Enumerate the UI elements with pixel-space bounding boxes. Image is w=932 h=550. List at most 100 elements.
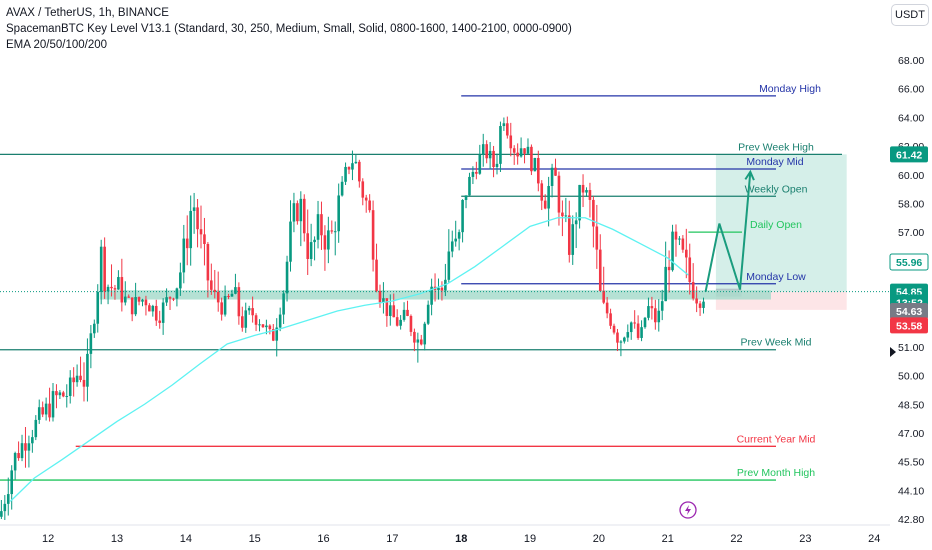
candle-body[interactable] xyxy=(378,291,382,303)
candle-body[interactable] xyxy=(595,226,599,250)
candle-body[interactable] xyxy=(567,215,571,255)
candle-body[interactable] xyxy=(447,251,451,280)
candle-body[interactable] xyxy=(337,195,340,232)
candle-body[interactable] xyxy=(454,238,458,242)
candle-body[interactable] xyxy=(13,453,17,471)
candle-body[interactable] xyxy=(389,305,392,316)
candle-body[interactable] xyxy=(99,246,103,292)
candle-body[interactable] xyxy=(309,242,313,260)
candle-body[interactable] xyxy=(574,220,578,225)
ema-line[interactable] xyxy=(9,217,689,502)
candle-body[interactable] xyxy=(698,303,702,308)
candle-body[interactable] xyxy=(48,403,51,418)
candle-body[interactable] xyxy=(179,272,182,289)
candle-body[interactable] xyxy=(327,230,330,250)
candle-body[interactable] xyxy=(547,185,550,209)
candle-body[interactable] xyxy=(392,305,396,318)
candle-body[interactable] xyxy=(347,166,351,170)
candle-body[interactable] xyxy=(351,163,354,170)
candle-body[interactable] xyxy=(6,494,10,504)
candle-body[interactable] xyxy=(265,325,268,328)
candle-body[interactable] xyxy=(34,419,38,438)
candle-body[interactable] xyxy=(509,135,513,149)
candle-body[interactable] xyxy=(110,286,113,289)
candle-body[interactable] xyxy=(120,277,124,303)
candle-body[interactable] xyxy=(130,297,134,315)
candle-body[interactable] xyxy=(368,200,371,211)
candle-body[interactable] xyxy=(561,212,564,217)
indicator-key-level-label[interactable]: SpacemanBTC Key Level V13.1 (Standard, 3… xyxy=(6,23,572,35)
candle-body[interactable] xyxy=(650,306,654,309)
candle-body[interactable] xyxy=(685,249,688,258)
candle-body[interactable] xyxy=(137,297,141,302)
candle-body[interactable] xyxy=(602,290,606,303)
candle-body[interactable] xyxy=(75,375,79,383)
candle-body[interactable] xyxy=(426,304,430,324)
candle-body[interactable] xyxy=(471,171,475,177)
candle-body[interactable] xyxy=(605,302,609,314)
candle-body[interactable] xyxy=(172,298,175,300)
candle-body[interactable] xyxy=(361,181,365,198)
candle-body[interactable] xyxy=(282,293,285,315)
candle-body[interactable] xyxy=(695,298,698,304)
candle-body[interactable] xyxy=(461,199,464,233)
candle-body[interactable] xyxy=(430,286,433,305)
candle-body[interactable] xyxy=(678,238,681,240)
candle-body[interactable] xyxy=(117,277,120,290)
candle-body[interactable] xyxy=(254,315,258,325)
candle-body[interactable] xyxy=(154,305,158,321)
candle-body[interactable] xyxy=(629,322,633,333)
candle-body[interactable] xyxy=(241,316,244,328)
candle-body[interactable] xyxy=(358,161,361,182)
candle-body[interactable] xyxy=(667,266,671,271)
candle-body[interactable] xyxy=(185,238,189,249)
candle-body[interactable] xyxy=(464,195,468,200)
candle-body[interactable] xyxy=(636,323,640,338)
candle-body[interactable] xyxy=(3,503,7,512)
candle-body[interactable] xyxy=(27,443,31,451)
candle-body[interactable] xyxy=(506,123,509,136)
candle-body[interactable] xyxy=(299,198,303,222)
candle-body[interactable] xyxy=(623,337,626,342)
candle-body[interactable] xyxy=(55,391,58,396)
candle-body[interactable] xyxy=(10,470,14,495)
candle-body[interactable] xyxy=(144,299,148,306)
candle-body[interactable] xyxy=(499,126,502,164)
candle-body[interactable] xyxy=(626,332,630,338)
candle-body[interactable] xyxy=(196,207,199,230)
candle-body[interactable] xyxy=(550,167,554,186)
candle-body[interactable] xyxy=(406,309,409,316)
candle-body[interactable] xyxy=(93,323,96,334)
candle-body[interactable] xyxy=(533,157,537,172)
candle-body[interactable] xyxy=(251,308,254,316)
candle-body[interactable] xyxy=(633,322,636,324)
candle-body[interactable] xyxy=(285,261,289,294)
candle-body[interactable] xyxy=(247,308,251,311)
candle-body[interactable] xyxy=(323,235,327,250)
candle-body[interactable] xyxy=(585,190,588,193)
candle-body[interactable] xyxy=(344,166,347,182)
candle-body[interactable] xyxy=(340,181,344,196)
candle-body[interactable] xyxy=(96,291,100,324)
candle-body[interactable] xyxy=(643,317,647,328)
candle-body[interactable] xyxy=(65,395,69,397)
candle-body[interactable] xyxy=(609,313,612,326)
candle-body[interactable] xyxy=(72,377,75,383)
candle-body[interactable] xyxy=(371,210,375,260)
candle-body[interactable] xyxy=(488,150,492,159)
candle-body[interactable] xyxy=(330,230,334,232)
candle-body[interactable] xyxy=(530,146,533,172)
candle-body[interactable] xyxy=(320,214,323,236)
candle-body[interactable] xyxy=(409,315,413,332)
target-zone[interactable] xyxy=(715,154,847,292)
candle-body[interactable] xyxy=(306,233,310,260)
candle-body[interactable] xyxy=(278,314,282,328)
candle-body[interactable] xyxy=(502,123,506,127)
candle-body[interactable] xyxy=(51,391,55,418)
candle-body[interactable] xyxy=(31,437,34,444)
candle-body[interactable] xyxy=(578,184,581,221)
candle-body[interactable] xyxy=(58,392,62,396)
candle-body[interactable] xyxy=(657,310,661,323)
candle-body[interactable] xyxy=(416,339,420,343)
candle-body[interactable] xyxy=(199,229,203,235)
